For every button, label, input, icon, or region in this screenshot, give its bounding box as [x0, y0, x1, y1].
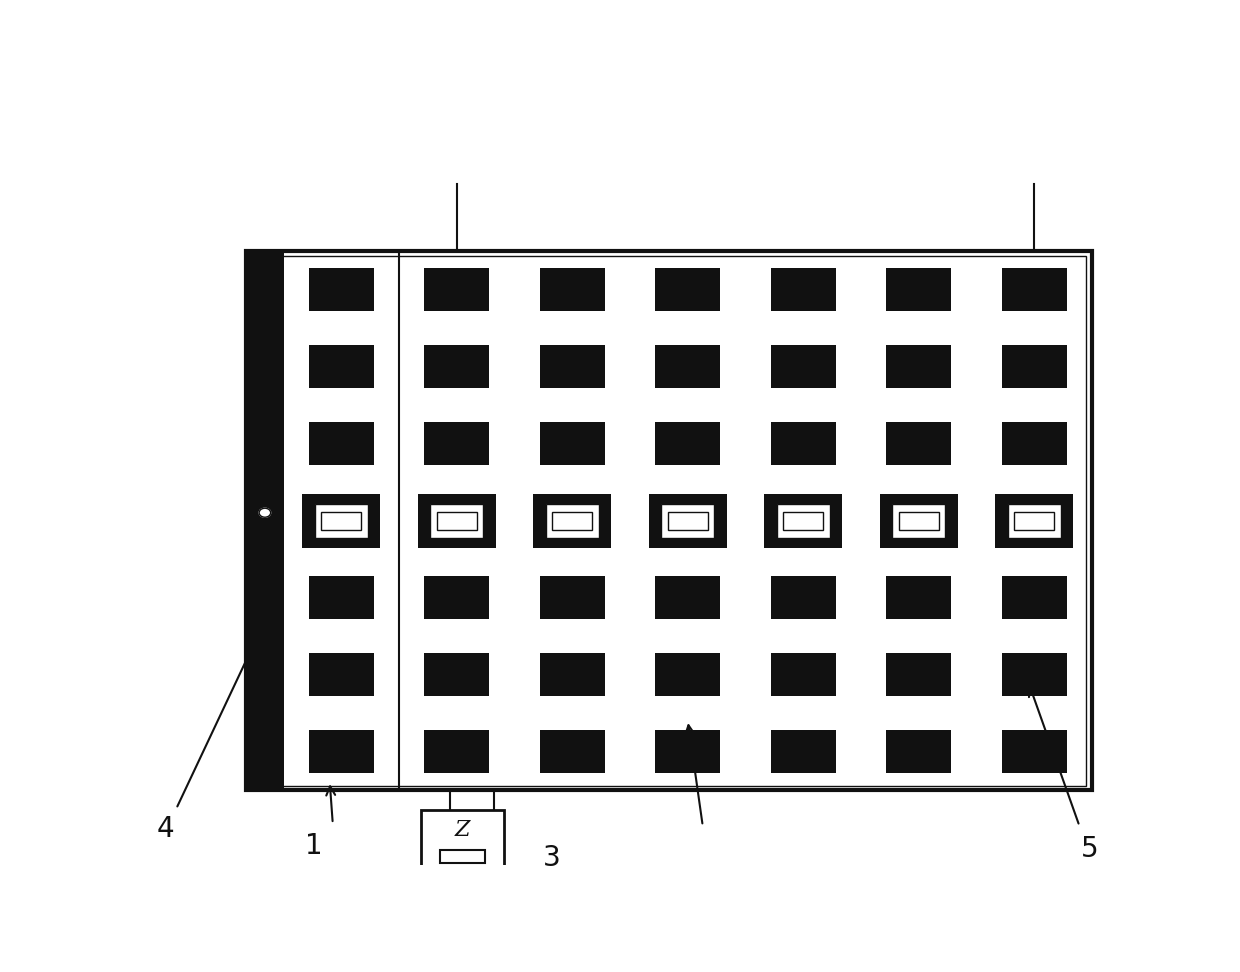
Bar [656, 268, 720, 311]
Bar [430, 503, 484, 538]
Bar [656, 653, 720, 696]
Bar [649, 494, 727, 547]
Bar [899, 511, 939, 530]
Bar [424, 730, 489, 774]
Bar [539, 268, 605, 311]
Bar [539, 730, 605, 774]
Bar [887, 576, 951, 619]
Bar [303, 494, 381, 547]
Text: 5: 5 [1081, 835, 1099, 862]
Bar [420, 811, 505, 877]
Bar [309, 653, 373, 696]
Bar [315, 503, 368, 538]
Bar [887, 345, 951, 389]
Bar [1002, 345, 1066, 389]
Bar [424, 268, 489, 311]
Bar [892, 503, 945, 538]
Bar [1002, 422, 1066, 466]
Bar [1014, 511, 1054, 530]
Bar [539, 576, 605, 619]
Bar [771, 576, 836, 619]
Bar [247, 252, 1092, 790]
Bar [424, 653, 489, 696]
Bar [539, 345, 605, 389]
Bar [771, 653, 836, 696]
Bar [436, 511, 477, 530]
Bar [1002, 268, 1066, 311]
Bar [418, 494, 496, 547]
Bar [887, 422, 951, 466]
Bar [656, 730, 720, 774]
Bar [539, 653, 605, 696]
Bar [1008, 503, 1060, 538]
Bar [996, 494, 1074, 547]
Bar [315, 503, 368, 538]
Bar [430, 503, 484, 538]
Bar [887, 653, 951, 696]
Bar [661, 503, 714, 538]
Bar [771, 730, 836, 774]
Bar [440, 850, 485, 863]
Bar [309, 576, 373, 619]
Bar [879, 494, 957, 547]
Text: 1: 1 [305, 832, 322, 860]
Bar [533, 494, 611, 547]
Bar [552, 511, 593, 530]
Bar [656, 576, 720, 619]
Bar [771, 422, 836, 466]
Bar [887, 730, 951, 774]
Bar [656, 345, 720, 389]
Bar [776, 503, 830, 538]
Bar [539, 422, 605, 466]
Bar [309, 730, 373, 774]
Bar [424, 345, 489, 389]
Bar [784, 511, 823, 530]
Bar [887, 268, 951, 311]
Bar [667, 511, 708, 530]
Bar [1002, 576, 1066, 619]
Bar [546, 503, 599, 538]
Bar [1002, 653, 1066, 696]
Bar [424, 422, 489, 466]
Bar [424, 576, 489, 619]
Bar [656, 422, 720, 466]
Bar [321, 511, 361, 530]
Bar [661, 503, 714, 538]
Bar [776, 503, 830, 538]
Bar [309, 345, 373, 389]
Bar [764, 494, 842, 547]
Bar [247, 252, 284, 790]
Text: Z: Z [455, 819, 470, 841]
Bar [252, 256, 1086, 785]
Bar [546, 503, 599, 538]
Bar [309, 422, 373, 466]
Bar [771, 268, 836, 311]
Circle shape [259, 508, 270, 517]
Bar [309, 268, 373, 311]
Text: 3: 3 [543, 844, 560, 872]
Bar [892, 503, 945, 538]
Bar [771, 345, 836, 389]
Bar [1008, 503, 1060, 538]
Bar [1002, 730, 1066, 774]
Text: 4: 4 [157, 816, 175, 843]
